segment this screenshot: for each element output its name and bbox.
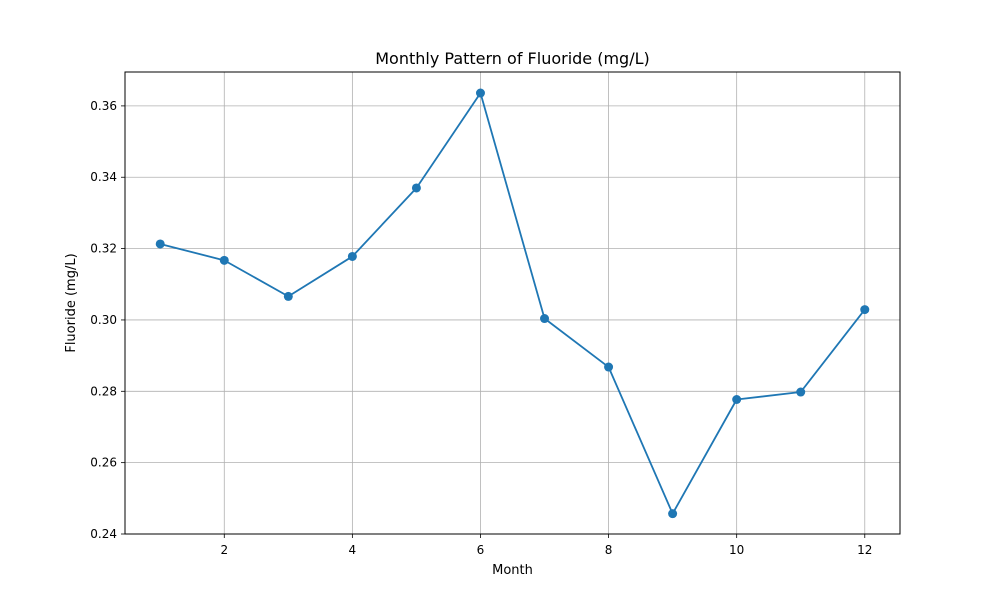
x-tick-label: 10 — [729, 543, 744, 557]
data-point — [604, 362, 614, 372]
data-point — [411, 183, 421, 193]
x-tick-label: 12 — [857, 543, 872, 557]
data-point — [732, 395, 742, 405]
series-layer — [155, 88, 870, 519]
data-point — [155, 239, 165, 249]
x-tick-label: 6 — [477, 543, 485, 557]
x-tick-label: 4 — [349, 543, 357, 557]
data-point — [347, 251, 357, 261]
data-point — [668, 509, 678, 519]
y-tick-label: 0.26 — [90, 456, 117, 470]
data-point — [796, 387, 806, 397]
data-point — [540, 314, 550, 324]
data-point — [475, 88, 485, 98]
ticks-layer: 2 4 6 8 10 12 0.24 0.26 0.28 0.30 0.32 0.34 0.36 — [90, 99, 872, 557]
data-point — [283, 291, 293, 301]
y-tick-label: 0.36 — [90, 99, 117, 113]
plot-frame — [124, 71, 901, 535]
y-tick-label: 0.24 — [90, 527, 117, 541]
y-tick-label: 0.30 — [90, 313, 117, 327]
grid-layer — [125, 72, 900, 535]
x-axis-label: Month — [492, 563, 533, 578]
x-tick-label: 8 — [605, 543, 613, 557]
data-point — [219, 255, 229, 265]
x-tick-label: 2 — [220, 543, 228, 557]
y-axis-label: Fluoride (mg/L) — [64, 253, 79, 352]
y-tick-label: 0.34 — [90, 170, 117, 184]
y-tick-label: 0.28 — [90, 384, 117, 398]
series-line — [160, 92, 866, 515]
y-tick-label: 0.32 — [90, 242, 117, 256]
chart-title: Monthly Pattern of Fluoride (mg/L) — [375, 49, 650, 68]
data-point — [860, 305, 870, 315]
